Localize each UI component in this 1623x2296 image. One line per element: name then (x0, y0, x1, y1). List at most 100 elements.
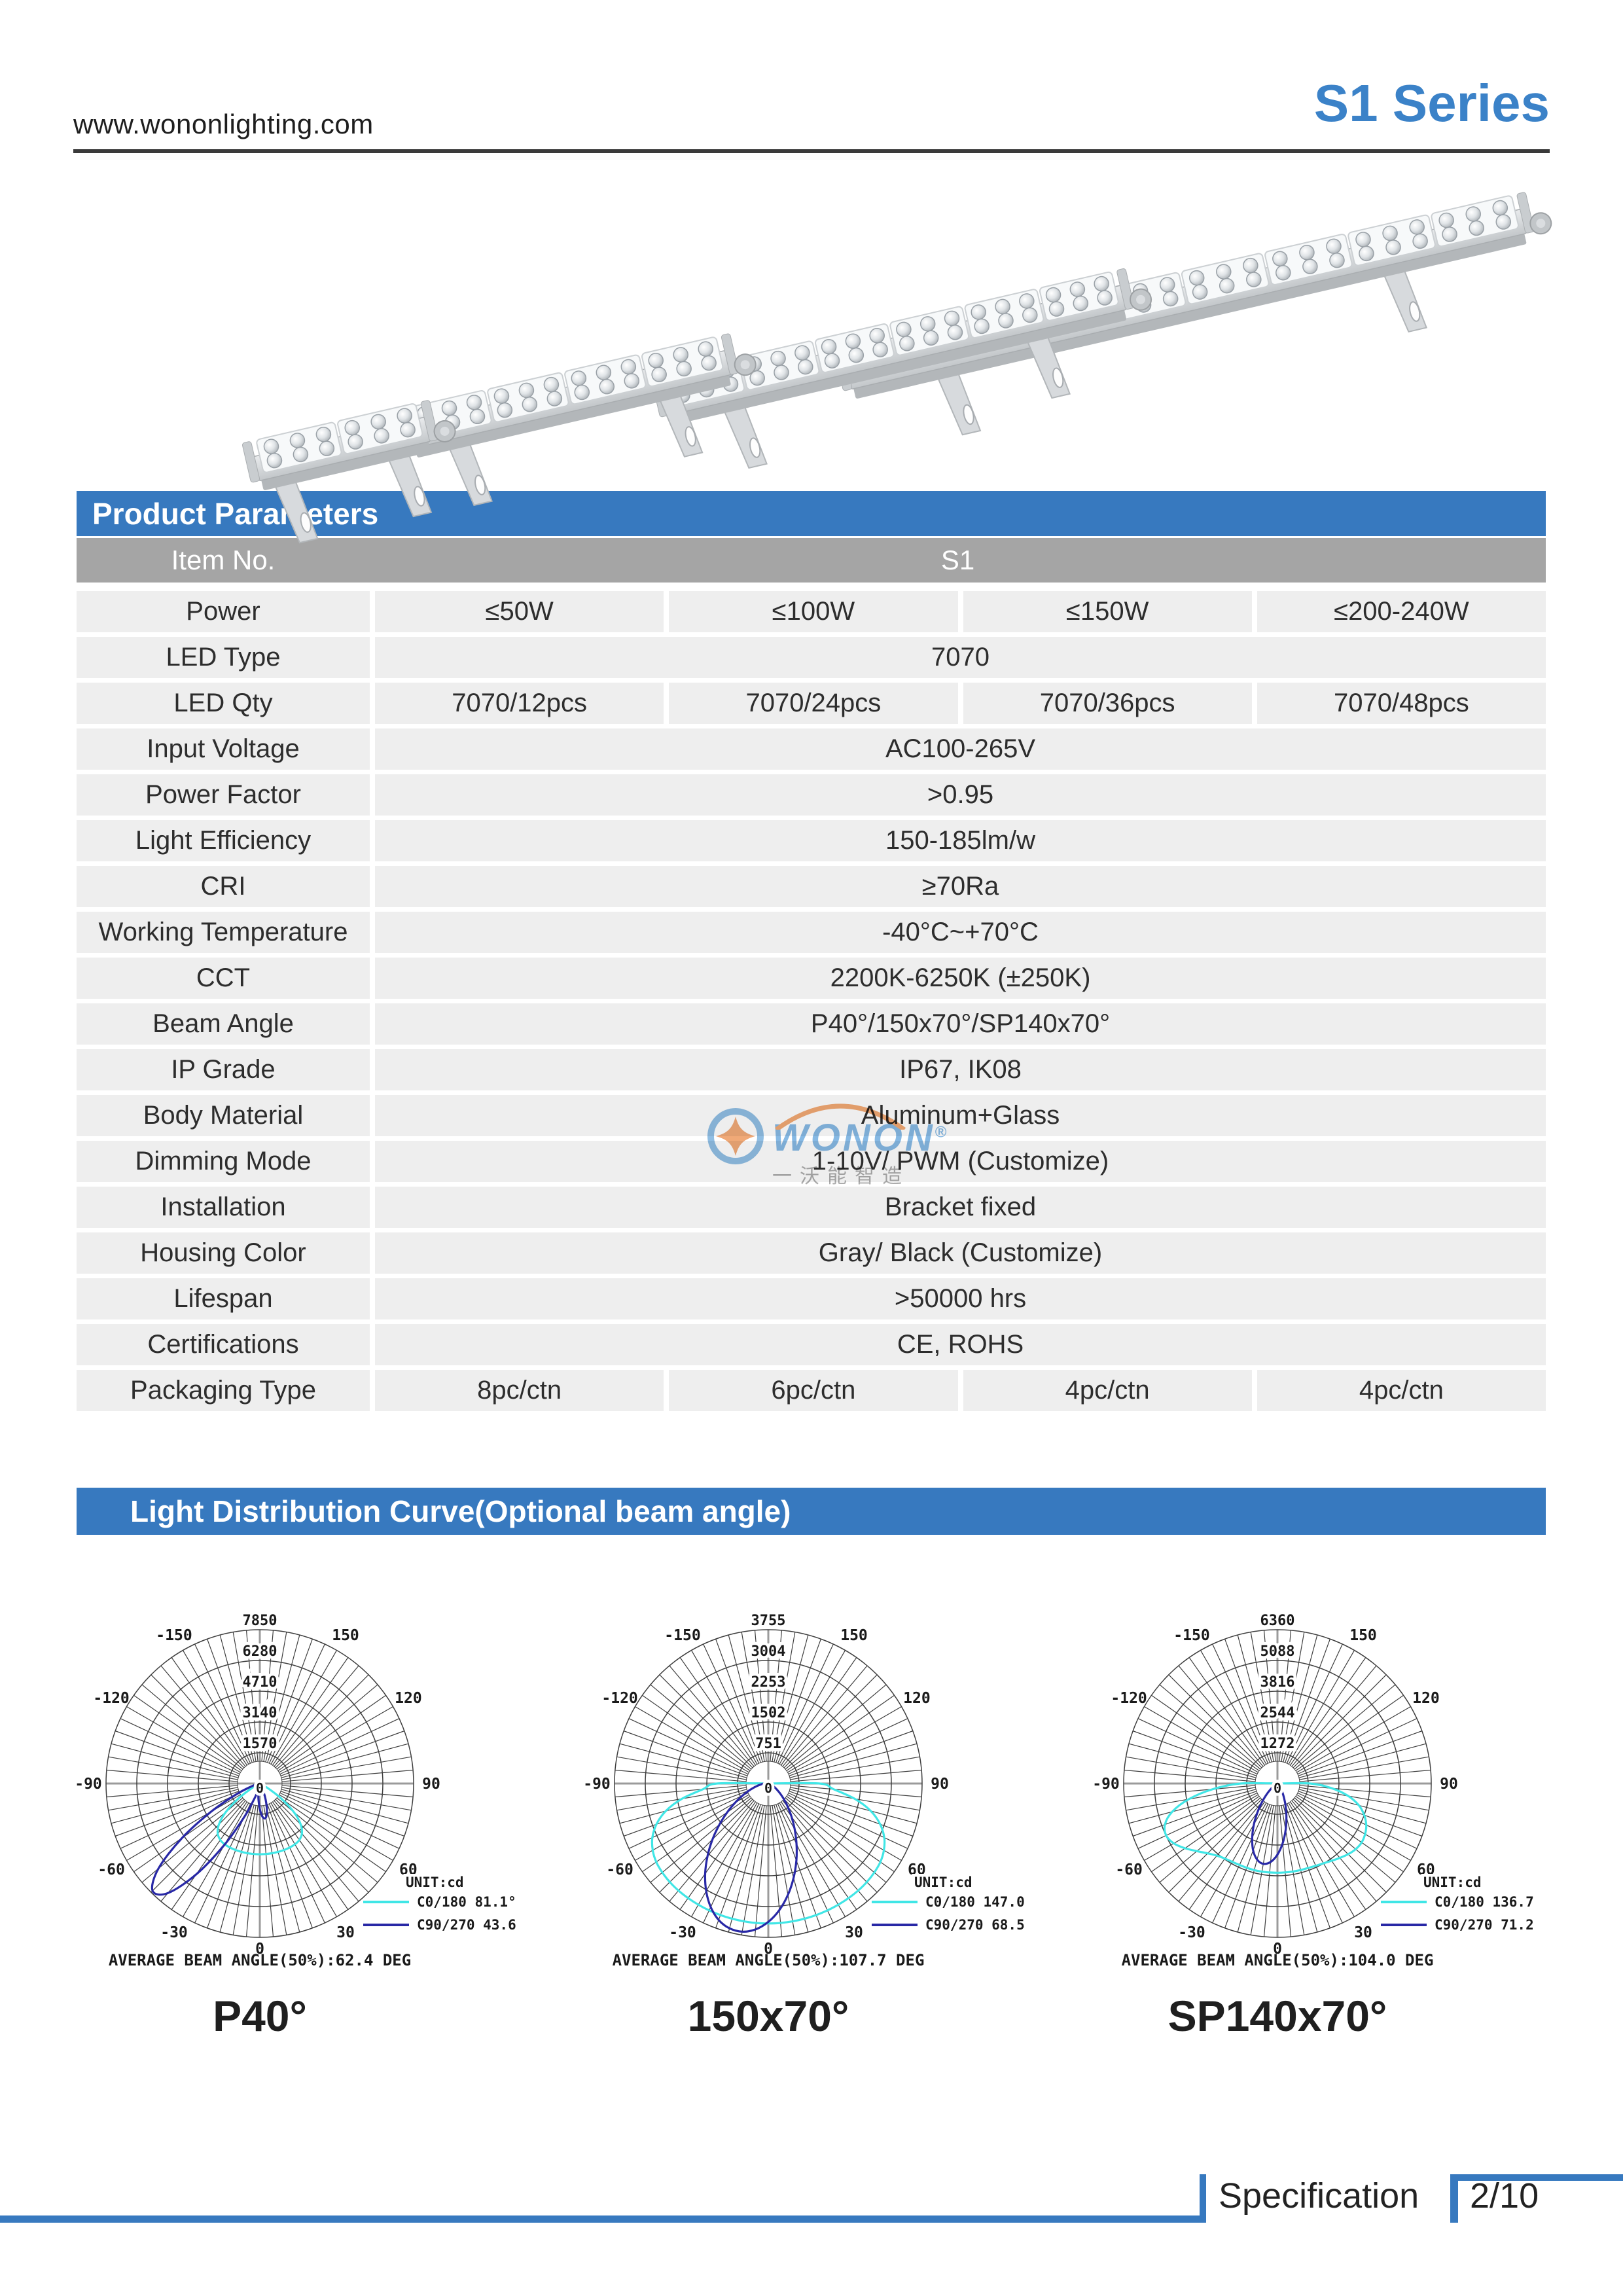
param-label: LED Type (77, 637, 370, 678)
svg-text:3004: 3004 (751, 1643, 786, 1660)
section-banner-parameters: Product Parameters (77, 491, 1546, 536)
param-value: AC100-265V (375, 728, 1546, 770)
distribution-chart-1: 751 1502 2253 3004 3755 0 -150 150 -120 120 -90 90 -… (583, 1610, 1026, 1970)
beam-angle-label-p40: P40° (213, 1992, 307, 2040)
svg-text:-150: -150 (1173, 1627, 1209, 1644)
item-no-label: Item No. (171, 545, 276, 575)
svg-text:120: 120 (1412, 1690, 1440, 1707)
param-value: CE, ROHS (375, 1324, 1546, 1365)
svg-text:C0/180 81.1°: C0/180 81.1° (417, 1894, 516, 1910)
svg-text:7850: 7850 (243, 1613, 277, 1629)
param-row-light-efficiency: Light Efficiency 150-185lm/w (77, 820, 1546, 861)
param-label: Body Material (77, 1095, 370, 1136)
svg-text:-90: -90 (1092, 1776, 1120, 1793)
svg-text:150: 150 (332, 1627, 359, 1644)
param-value: P40°/150x70°/SP140x70° (375, 1003, 1546, 1045)
svg-text:30: 30 (845, 1924, 863, 1941)
svg-text:60: 60 (1417, 1861, 1435, 1878)
svg-text:UNIT:cd: UNIT:cd (406, 1874, 464, 1890)
svg-text:C90/270 68.5°: C90/270 68.5° (925, 1917, 1026, 1933)
param-row-lifespan: Lifespan >50000 hrs (77, 1278, 1546, 1319)
page-number: 2/10 (1470, 2176, 1539, 2215)
item-no-row: Item No. S1 (77, 538, 1546, 583)
param-row-beam-angle: Beam Angle P40°/150x70°/SP140x70° (77, 1003, 1546, 1045)
footer-rule-right (1458, 2174, 1623, 2181)
param-label: Power Factor (77, 774, 370, 816)
svg-text:AVERAGE BEAM ANGLE(50%):104.0: AVERAGE BEAM ANGLE(50%):104.0 DEG (1122, 1951, 1434, 1969)
distribution-chart-2: 1272 2544 3816 5088 6360 0 -150 150 -120 120 -90 90… (1092, 1610, 1535, 1970)
param-label: Lifespan (77, 1278, 370, 1319)
svg-text:C0/180 147.0°: C0/180 147.0° (925, 1894, 1026, 1910)
svg-text:30: 30 (336, 1924, 355, 1941)
param-value: Aluminum+Glass (375, 1095, 1546, 1136)
param-value: -40°C~+70°C (375, 912, 1546, 953)
item-no-value: S1 (940, 545, 975, 575)
svg-text:-30: -30 (160, 1924, 188, 1941)
param-label: Certifications (77, 1324, 370, 1365)
svg-text:30: 30 (1354, 1924, 1372, 1941)
param-row-working-temperature: Working Temperature -40°C~+70°C (77, 912, 1546, 953)
param-value: 7070/36pcs (963, 683, 1252, 724)
param-value: ≤200-240W (1257, 591, 1546, 632)
svg-text:-90: -90 (75, 1776, 102, 1793)
section-title: Product Parameters (92, 496, 379, 531)
param-row-housing-color: Housing Color Gray/ Black (Customize) (77, 1232, 1546, 1274)
param-value: IP67, IK08 (375, 1049, 1546, 1090)
param-row-installation: Installation Bracket fixed (77, 1187, 1546, 1228)
param-label: Working Temperature (77, 912, 370, 953)
distribution-chart-0: 1570 3140 4710 6280 7850 0 -150 150 -120 120 -90 90… (75, 1610, 518, 1970)
param-value: Bracket fixed (375, 1187, 1546, 1228)
param-value: 7070/12pcs (375, 683, 664, 724)
param-value: 4pc/ctn (963, 1370, 1252, 1411)
footer-rule-left (0, 2215, 1206, 2223)
param-row-cri: CRI ≥70Ra (77, 866, 1546, 907)
svg-text:120: 120 (395, 1690, 422, 1707)
param-value: ≤50W (375, 591, 664, 632)
svg-text:AVERAGE BEAM ANGLE(50%):62.4 D: AVERAGE BEAM ANGLE(50%):62.4 DEG (109, 1951, 411, 1969)
beam-angle-label-150x70: 150x70° (687, 1992, 849, 2040)
svg-text:3816: 3816 (1260, 1674, 1295, 1691)
param-row-packaging-type: Packaging Type 8pc/ctn 6pc/ctn 4pc/ctn 4pc/c… (77, 1370, 1546, 1411)
svg-text:6280: 6280 (243, 1643, 277, 1660)
param-value: Gray/ Black (Customize) (375, 1232, 1546, 1274)
param-value: ≤100W (669, 591, 958, 632)
svg-text:6360: 6360 (1260, 1613, 1295, 1629)
svg-text:3755: 3755 (751, 1613, 786, 1629)
param-label: IP Grade (77, 1049, 370, 1090)
svg-text:0: 0 (256, 1780, 264, 1796)
param-label: Dimming Mode (77, 1141, 370, 1182)
param-row-ip-grade: IP Grade IP67, IK08 (77, 1049, 1546, 1090)
svg-text:2253: 2253 (751, 1674, 786, 1691)
svg-text:120: 120 (903, 1690, 931, 1707)
param-row-dimming-mode: Dimming Mode 1-10V/ PWM (Customize) (77, 1141, 1546, 1182)
param-label: Input Voltage (77, 728, 370, 770)
svg-text:751: 751 (755, 1736, 781, 1752)
svg-text:-60: -60 (1115, 1861, 1143, 1878)
param-value: 8pc/ctn (375, 1370, 664, 1411)
svg-text:1272: 1272 (1260, 1736, 1295, 1752)
footer-divider (1450, 2174, 1458, 2223)
param-row-led-type: LED Type 7070 (77, 637, 1546, 678)
svg-text:90: 90 (931, 1776, 949, 1793)
svg-text:60: 60 (908, 1861, 926, 1878)
footer-spec-label: Specification (1219, 2176, 1419, 2215)
svg-text:0: 0 (1273, 1941, 1282, 1958)
svg-text:-120: -120 (601, 1690, 637, 1707)
param-label: Packaging Type (77, 1370, 370, 1411)
site-url: www.wononlighting.com (73, 109, 374, 139)
param-label: Beam Angle (77, 1003, 370, 1045)
svg-text:UNIT:cd: UNIT:cd (1423, 1874, 1482, 1890)
svg-text:C0/180 136.7°: C0/180 136.7° (1435, 1894, 1535, 1910)
footer-rule-step (1200, 2174, 1206, 2223)
param-value: 4pc/ctn (1257, 1370, 1546, 1411)
param-label: Installation (77, 1187, 370, 1228)
svg-text:-150: -150 (156, 1627, 192, 1644)
svg-text:150: 150 (840, 1627, 868, 1644)
param-label: LED Qty (77, 683, 370, 724)
param-row-power-factor: Power Factor >0.95 (77, 774, 1546, 816)
param-value: 2200K-6250K (±250K) (375, 958, 1546, 999)
param-label: CCT (77, 958, 370, 999)
svg-text:-150: -150 (664, 1627, 700, 1644)
svg-text:-30: -30 (1178, 1924, 1205, 1941)
